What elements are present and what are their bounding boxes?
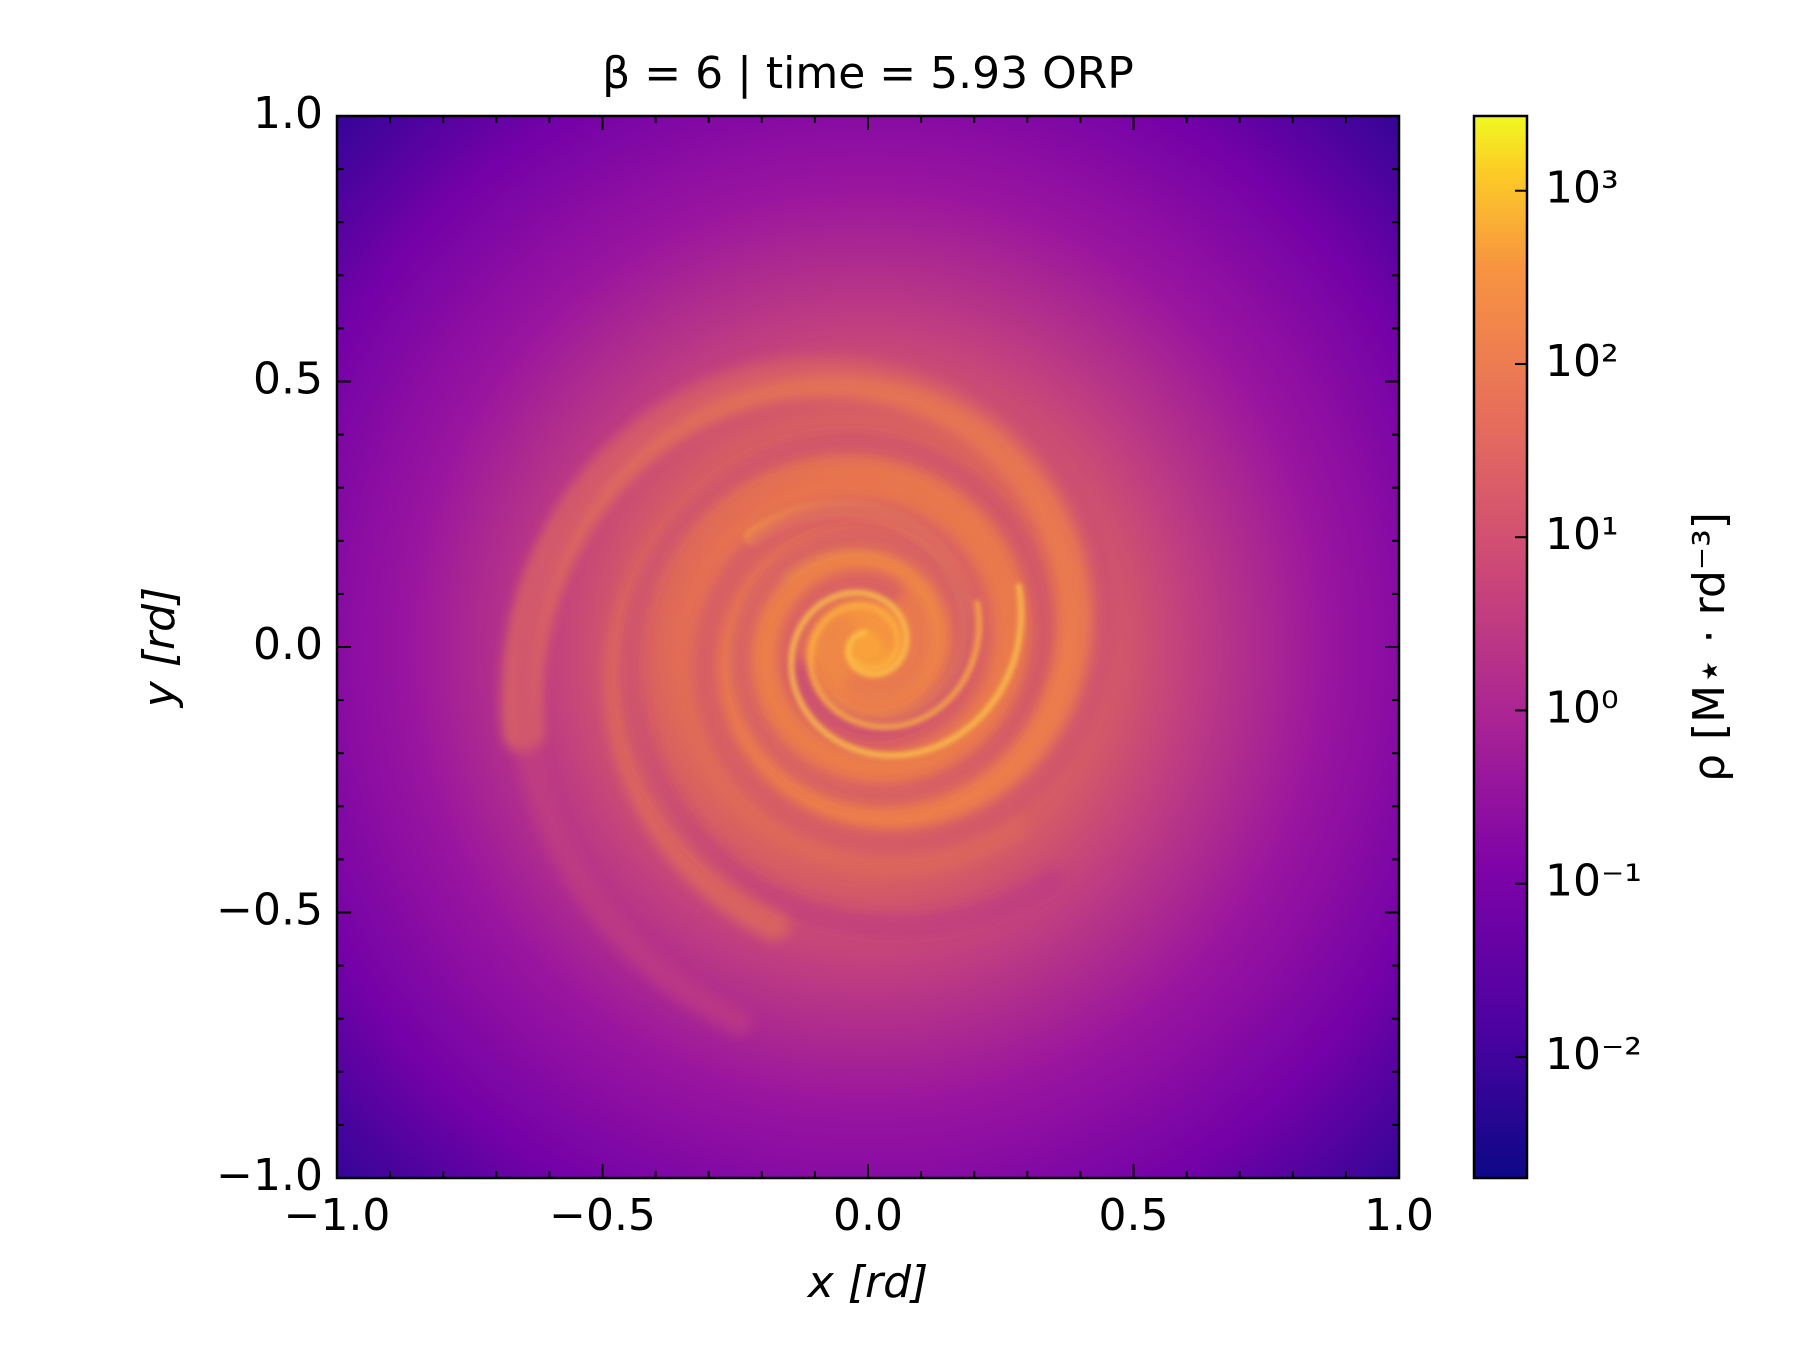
y-tick-label: −0.5: [216, 885, 323, 936]
colorbar-tick-label: 10⁻²: [1545, 1029, 1642, 1080]
colorbar: [1472, 114, 1529, 1180]
x-tick-label: 0.0: [833, 1190, 903, 1241]
chart-title: β = 6 | time = 5.93 ORP: [602, 48, 1134, 99]
spiral-arm: [617, 431, 1065, 939]
core: [858, 637, 878, 657]
colorbar-tick-label: 10²: [1545, 336, 1619, 387]
colorbar-label: ρ [M⋆ · rd⁻³]: [1684, 512, 1735, 782]
x-tick-label: −0.5: [549, 1190, 656, 1241]
spiral-arm: [788, 583, 1025, 759]
y-axis-label: y [rd]: [134, 587, 185, 709]
x-tick-label: 0.5: [1099, 1190, 1169, 1241]
colorbar-tick-label: 10⁰: [1545, 682, 1619, 733]
y-tick-label: −1.0: [216, 1150, 323, 1201]
spiral-arm: [807, 599, 983, 730]
y-tick-label: 0.5: [253, 354, 323, 405]
y-tick-label: 0.0: [253, 619, 323, 670]
density-map: [337, 116, 1399, 1178]
x-tick-label: −1.0: [284, 1190, 391, 1241]
y-tick-label: 1.0: [253, 88, 323, 139]
x-tick-label: 1.0: [1364, 1190, 1434, 1241]
colorbar-tick-label: 10³: [1545, 163, 1619, 214]
x-axis-label: x [rd]: [806, 1257, 928, 1308]
colorbar-tick-label: 10⁻¹: [1545, 856, 1642, 907]
colorbar-tick-label: 10¹: [1545, 509, 1619, 560]
